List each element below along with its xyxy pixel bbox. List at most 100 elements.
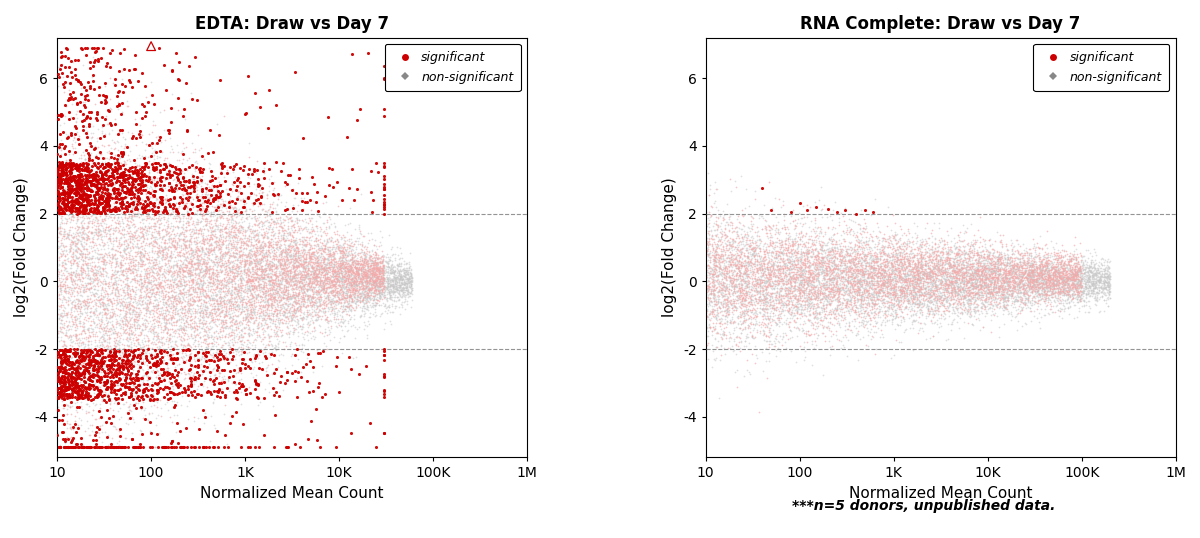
Point — [890, 271, 910, 280]
Point — [391, 267, 410, 275]
Point — [169, 276, 188, 285]
Point — [90, 378, 109, 387]
Point — [883, 232, 902, 240]
Point — [727, 295, 746, 304]
Point — [154, 232, 173, 240]
Point — [1058, 256, 1078, 265]
Point — [1002, 267, 1021, 276]
Point — [977, 294, 996, 303]
Point — [364, 292, 383, 300]
Point — [323, 298, 342, 307]
Point — [798, 280, 817, 288]
Point — [390, 254, 409, 263]
Point — [185, 225, 204, 234]
Point — [721, 187, 740, 195]
Point — [814, 255, 833, 264]
Point — [220, 195, 239, 204]
Point — [1067, 275, 1086, 284]
Point — [1022, 279, 1042, 287]
Point — [169, 248, 188, 257]
Point — [376, 287, 395, 295]
Point — [769, 273, 788, 281]
Point — [732, 309, 751, 317]
Point — [359, 291, 378, 300]
Point — [900, 262, 919, 271]
Point — [143, 247, 162, 256]
Point — [1098, 270, 1117, 279]
Point — [823, 286, 842, 294]
Point — [1051, 274, 1070, 283]
Point — [750, 236, 769, 245]
Point — [181, 322, 200, 331]
Point — [1036, 268, 1055, 277]
Point — [59, 230, 78, 239]
Point — [84, 290, 103, 299]
Point — [296, 302, 316, 311]
Point — [178, 307, 197, 316]
Point — [271, 167, 290, 175]
Point — [960, 278, 979, 286]
Point — [245, 252, 264, 261]
Point — [761, 296, 780, 305]
Point — [68, 183, 88, 192]
Point — [366, 286, 385, 294]
Point — [337, 287, 356, 295]
Point — [319, 295, 338, 304]
Point — [78, 95, 97, 104]
Point — [754, 277, 773, 286]
Point — [360, 294, 379, 303]
Point — [895, 280, 914, 289]
Point — [725, 261, 744, 270]
Point — [85, 208, 104, 216]
Point — [1097, 258, 1116, 267]
Point — [55, 369, 74, 377]
Point — [791, 275, 810, 284]
Point — [724, 323, 743, 332]
Point — [257, 270, 276, 279]
Point — [1010, 257, 1030, 266]
Point — [61, 274, 80, 282]
Point — [1030, 271, 1049, 279]
Point — [919, 312, 938, 320]
Point — [278, 292, 298, 300]
Point — [401, 270, 420, 279]
Point — [101, 180, 120, 189]
Point — [203, 302, 222, 310]
Point — [224, 261, 244, 270]
Point — [131, 252, 150, 260]
Point — [938, 249, 958, 258]
Point — [78, 344, 97, 352]
Point — [203, 315, 222, 324]
Point — [77, 181, 96, 190]
Point — [236, 253, 256, 261]
Point — [157, 303, 176, 312]
Point — [878, 235, 898, 243]
Point — [71, 356, 90, 365]
Point — [66, 367, 85, 376]
Point — [755, 305, 774, 313]
Point — [80, 443, 100, 451]
Point — [230, 258, 250, 266]
Point — [1014, 249, 1033, 257]
Point — [851, 236, 870, 244]
Point — [332, 318, 352, 327]
Point — [241, 298, 260, 306]
Point — [1063, 272, 1082, 280]
Point — [157, 348, 176, 357]
Point — [102, 207, 121, 215]
Point — [68, 163, 88, 172]
Point — [919, 268, 938, 277]
Point — [56, 190, 76, 199]
Point — [299, 229, 318, 237]
Point — [245, 284, 264, 293]
Point — [122, 254, 142, 263]
Point — [230, 251, 250, 259]
Point — [846, 331, 865, 339]
Point — [92, 394, 112, 403]
Point — [1061, 280, 1080, 289]
Point — [1058, 291, 1078, 299]
Point — [994, 258, 1013, 267]
Point — [760, 295, 779, 303]
Point — [965, 284, 984, 293]
Point — [877, 262, 896, 271]
